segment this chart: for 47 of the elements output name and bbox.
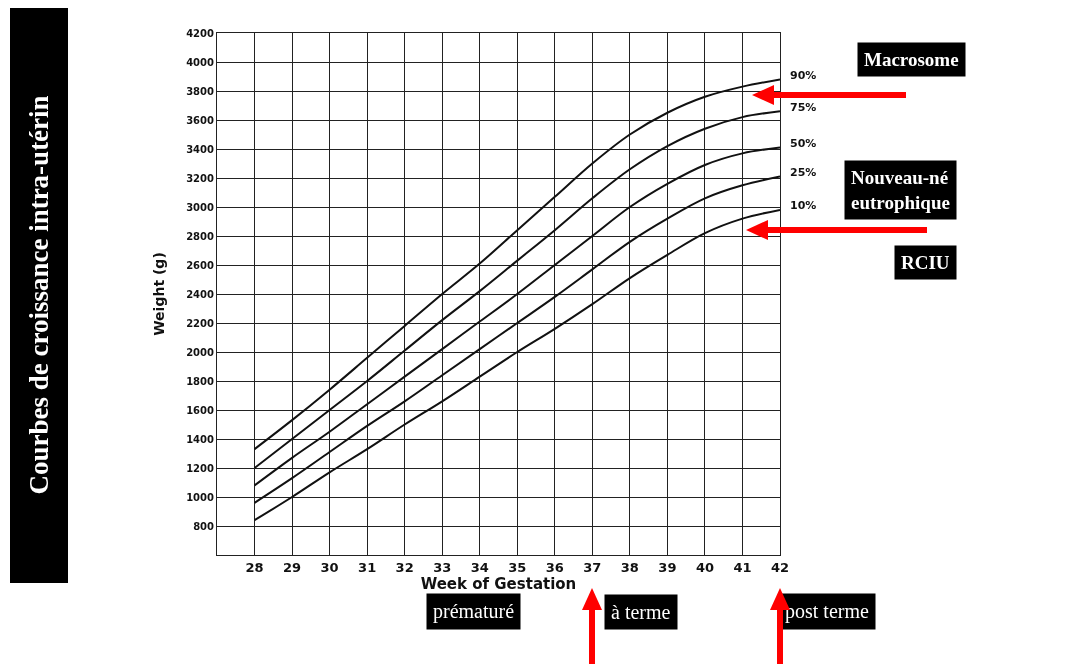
y-tick-label: 2600 — [186, 259, 215, 271]
y-axis-title: Weight (g) — [150, 252, 167, 336]
x-axis-title: Week of Gestation — [420, 574, 577, 593]
series-label: 90% — [790, 69, 817, 82]
text: Macrosome — [864, 49, 959, 70]
y-tick-label: 3200 — [186, 172, 215, 184]
y-tick-label: 4000 — [186, 56, 215, 68]
text: RCIU — [901, 252, 950, 273]
x-tick-label: 31 — [358, 559, 377, 575]
series-label: 75% — [790, 101, 817, 114]
x-tick-label: 35 — [508, 559, 527, 575]
y-tick-label: 1400 — [186, 433, 215, 445]
x-tick-label: 34 — [470, 559, 489, 575]
x-tick-label: 42 — [770, 559, 790, 575]
x-tick-label: 40 — [695, 559, 714, 575]
text: Courbes de croissance intra-utérin — [23, 95, 55, 495]
y-tick-label: 3000 — [186, 201, 215, 213]
y-tick-label: 3400 — [186, 143, 215, 155]
text: à terme — [611, 601, 671, 623]
text: post terme — [785, 600, 869, 623]
y-tick-label: 800 — [193, 520, 215, 532]
y-tick-label: 1600 — [186, 404, 215, 416]
x-tick-label: 41 — [733, 559, 752, 575]
y-tick-label: 2800 — [186, 230, 215, 242]
y-tick-label: 1000 — [186, 491, 215, 503]
y-tick-label: 1800 — [186, 375, 215, 387]
y-tick-label: 3800 — [186, 85, 215, 97]
y-tick-label: 1200 — [186, 462, 215, 474]
x-tick-label: 37 — [583, 559, 602, 575]
x-tick-label: 30 — [320, 559, 339, 575]
y-tick-label: 3600 — [186, 114, 215, 126]
series-label: 10% — [790, 199, 817, 212]
x-tick-label: 29 — [283, 559, 302, 575]
series-label: 25% — [790, 166, 817, 179]
series-label: 50% — [790, 137, 817, 150]
y-tick-label: 2200 — [186, 317, 215, 329]
x-tick-label: 38 — [620, 559, 639, 575]
text: prématuré — [433, 600, 515, 623]
y-tick-label: 2400 — [186, 288, 215, 300]
x-tick-label: 33 — [433, 559, 452, 575]
x-tick-label: 32 — [395, 559, 414, 575]
y-tick-label: 2000 — [186, 346, 215, 358]
y-tick-label: 4200 — [186, 27, 215, 39]
x-tick-label: 36 — [545, 559, 564, 575]
text: Nouveau-né eutrophique — [851, 167, 950, 213]
x-tick-label: 39 — [658, 559, 677, 575]
x-tick-label: 28 — [245, 559, 264, 575]
